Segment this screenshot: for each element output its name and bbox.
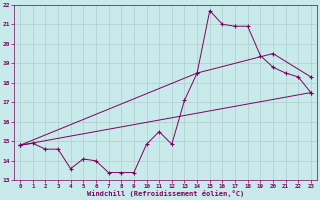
X-axis label: Windchill (Refroidissement éolien,°C): Windchill (Refroidissement éolien,°C) — [87, 190, 244, 197]
